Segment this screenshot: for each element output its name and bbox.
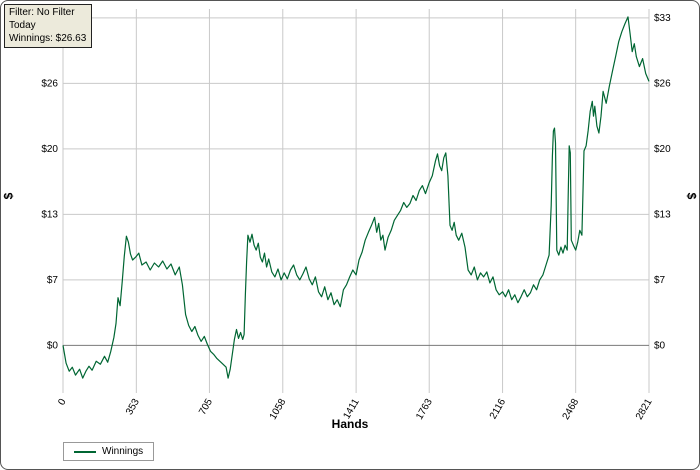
- y-tick-label-left: $13: [41, 209, 58, 220]
- x-tick-label: 705: [197, 397, 215, 417]
- winnings-line-swatch: [74, 450, 96, 453]
- y-tick-label-right: $20: [654, 144, 671, 155]
- x-tick-label: 0: [56, 397, 69, 408]
- y-tick-label-right: $33: [654, 13, 671, 24]
- winnings-series-line: [62, 16, 650, 379]
- y-tick-label-left: $0: [47, 340, 59, 351]
- y-axis-title-left: $: [1, 192, 16, 200]
- y-tick-label-left: $7: [47, 275, 59, 286]
- x-tick-label: 353: [124, 397, 142, 417]
- filter-tooltip: Filter: No Filter Today Winnings: $26.63: [4, 4, 93, 48]
- tooltip-winnings-line: Winnings: $26.63: [9, 33, 87, 44]
- x-axis-title: Hands: [331, 417, 369, 431]
- tooltip-period-line: Today: [9, 20, 36, 31]
- y-tick-label-right: $13: [654, 209, 671, 220]
- legend-label: Winnings: [102, 446, 144, 457]
- tooltip-filter-line: Filter: No Filter: [9, 7, 75, 18]
- y-tick-label-left: $20: [41, 144, 58, 155]
- y-tick-label-right: $26: [654, 78, 671, 89]
- y-tick-label-right: $7: [654, 275, 666, 286]
- y-tick-label-right: $0: [654, 340, 666, 351]
- y-tick-label-left: $26: [41, 78, 58, 89]
- legend: Winnings: [63, 442, 155, 461]
- y-axis-title-right: $: [684, 192, 699, 200]
